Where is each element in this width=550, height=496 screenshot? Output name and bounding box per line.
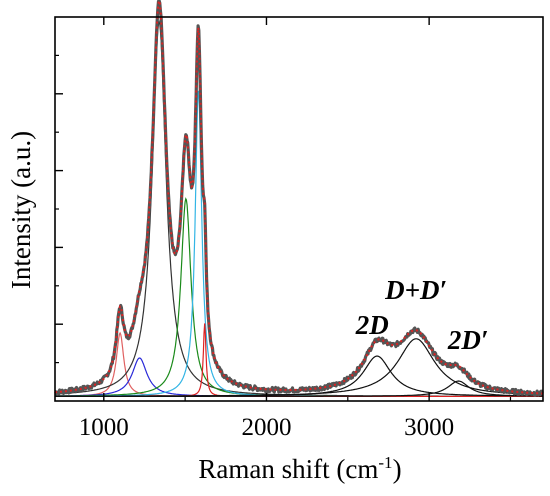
x-tick-label: 1000 [79, 414, 129, 441]
x-axis-label-sup: -1 [378, 453, 392, 472]
series-layer [54, 0, 544, 397]
x-axis-label: Raman shift (cm-1) [198, 453, 401, 484]
measured-spectrum-line [54, 0, 544, 397]
x-tick-label: 3000 [404, 414, 454, 441]
peak-label: D+D′ [384, 275, 447, 305]
peak-label: 2D [355, 310, 389, 340]
y-axis-label: Intensity (a.u.) [6, 131, 36, 289]
ticks: 1000 2000 3000 [55, 17, 512, 441]
x-axis-label-close: ) [393, 454, 402, 484]
fit-component-4 [54, 197, 543, 397]
peak-label: 2D′ [447, 325, 489, 355]
fit-component-9 [55, 380, 543, 397]
fit-components [54, 19, 543, 397]
x-tick-label: 2000 [241, 414, 291, 441]
